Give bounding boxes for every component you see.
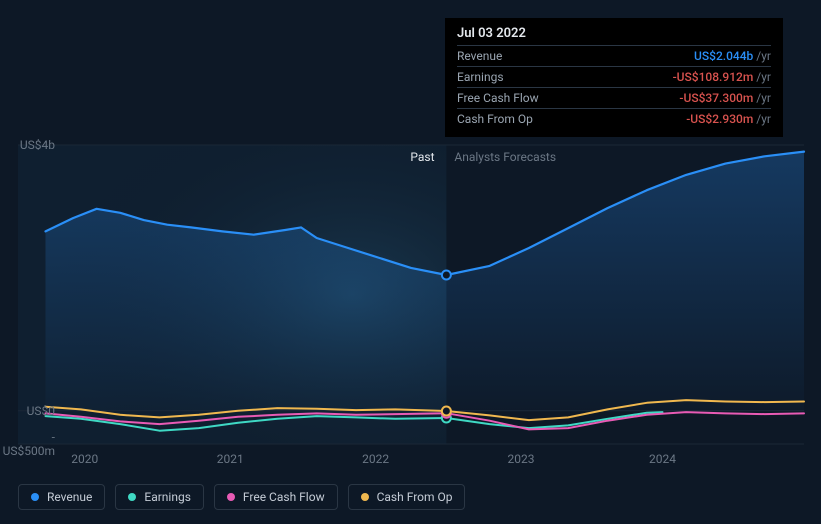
tooltip-row-value: -US$37.300m — [679, 91, 753, 105]
past-label: Past — [410, 150, 434, 164]
legend-label: Revenue — [47, 490, 92, 504]
legend-item[interactable]: Free Cash Flow — [214, 484, 338, 510]
y-axis-label: -US$500m — [0, 430, 55, 458]
tooltip-row-suffix: /yr — [756, 49, 771, 63]
tooltip-row-suffix: /yr — [756, 91, 771, 105]
tooltip-row: Free Cash Flow -US$37.300m/yr — [457, 87, 771, 108]
x-axis-label: 2024 — [649, 452, 676, 466]
legend-dot-icon — [227, 493, 235, 501]
legend-label: Free Cash Flow — [243, 490, 325, 504]
y-axis-label: US$0 — [27, 404, 55, 418]
tooltip-date: Jul 03 2022 — [457, 26, 771, 45]
tooltip-row-suffix: /yr — [756, 70, 771, 84]
legend-dot-icon — [361, 493, 369, 501]
tooltip-row-label: Earnings — [457, 70, 504, 84]
tooltip-row-value: -US$108.912m — [673, 70, 754, 84]
legend-dot-icon — [31, 493, 39, 501]
legend-item[interactable]: Cash From Op — [348, 484, 466, 510]
legend-dot-icon — [128, 493, 136, 501]
legend-label: Cash From Op — [377, 490, 453, 504]
x-axis-label: 2022 — [362, 452, 389, 466]
tooltip-row-label: Revenue — [457, 49, 502, 63]
tooltip-row-value: US$2.044b — [694, 49, 753, 63]
x-axis-label: 2020 — [71, 452, 98, 466]
legend-item[interactable]: Revenue — [18, 484, 105, 510]
tooltip-row-value: -US$2.930m — [686, 112, 753, 126]
tooltip: Jul 03 2022 Revenue US$2.044b/yr Earnings -… — [445, 18, 783, 137]
legend: Revenue Earnings Free Cash Flow Cash From O… — [18, 484, 465, 510]
tooltip-row: Earnings -US$108.912m/yr — [457, 66, 771, 87]
tooltip-row: Cash From Op -US$2.930m/yr — [457, 108, 771, 129]
tooltip-row-label: Cash From Op — [457, 112, 533, 126]
tooltip-row-label: Free Cash Flow — [457, 91, 539, 105]
tooltip-row-suffix: /yr — [756, 112, 771, 126]
x-axis-label: 2023 — [508, 452, 535, 466]
forecast-label: Analysts Forecasts — [454, 150, 556, 164]
y-axis-label: US$4b — [20, 138, 55, 152]
legend-item[interactable]: Earnings — [115, 484, 204, 510]
tooltip-row: Revenue US$2.044b/yr — [457, 45, 771, 66]
x-axis-label: 2021 — [217, 452, 244, 466]
legend-label: Earnings — [144, 490, 191, 504]
